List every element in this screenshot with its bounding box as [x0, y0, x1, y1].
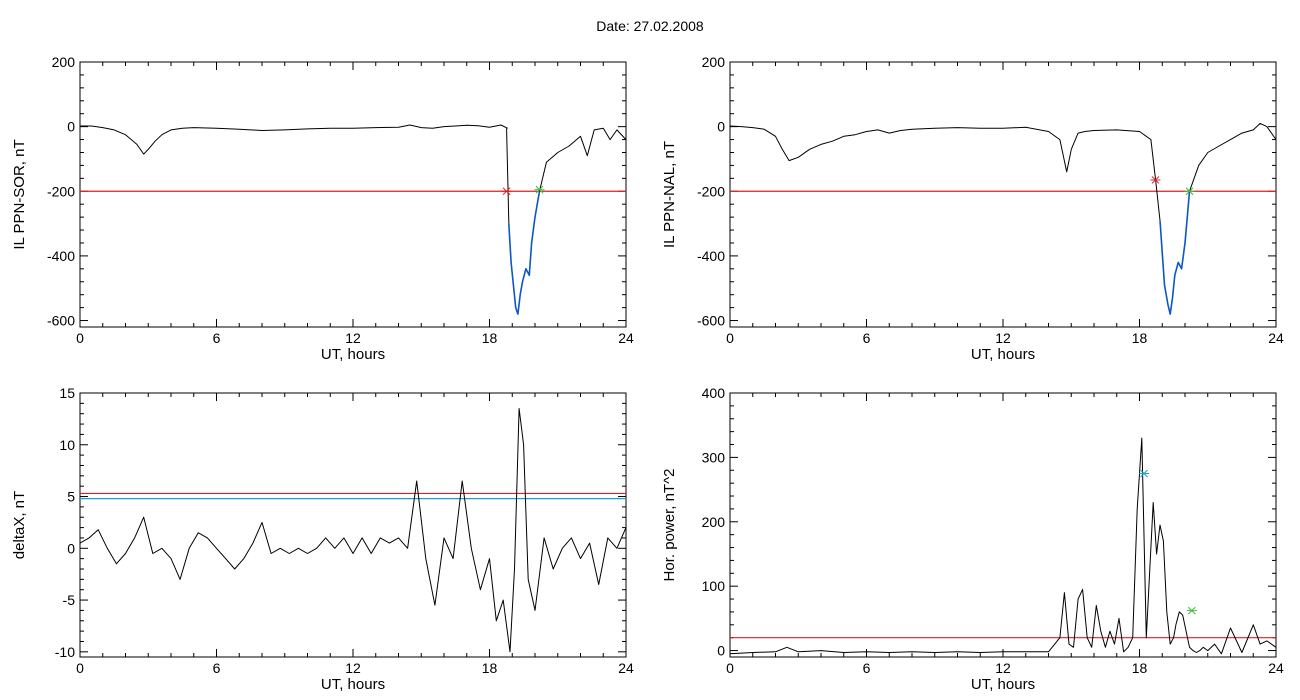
y-axis-label: deltaX, nT	[11, 491, 28, 559]
asterisk-marker	[501, 187, 512, 196]
x-tick-label: 24	[1268, 660, 1284, 676]
x-tick-label: 18	[482, 330, 498, 346]
x-tick-label: 24	[1268, 330, 1284, 346]
x-tick-label: 6	[213, 660, 221, 676]
y-tick-label: 300	[702, 449, 726, 465]
x-tick-label: 24	[618, 660, 634, 676]
plot-frame	[79, 61, 627, 328]
x-tick-label: 12	[345, 660, 361, 676]
x-tick-label: 18	[1132, 660, 1148, 676]
asterisk-marker	[1150, 176, 1161, 184]
asterisk-marker	[1186, 606, 1197, 615]
chart-panel-ppn-nal: 0 6 12 18 24 200 0 -200 -400 -600 UT, hours IL PPN-…	[661, 54, 1284, 363]
x-tick-label: 12	[995, 660, 1011, 676]
marker-stroke	[1185, 187, 1194, 196]
series-drop-segment	[1154, 178, 1161, 221]
y-tick-label: 200	[702, 514, 726, 530]
x-tick-label: 18	[482, 660, 498, 676]
x-tick-label: 12	[345, 330, 361, 346]
y-tick-label: -400	[697, 248, 725, 264]
asterisk-marker	[534, 185, 545, 194]
asterisk-marker	[1139, 469, 1150, 478]
x-axis-label: UT, hours	[971, 676, 1035, 693]
x-tick-label: 6	[863, 660, 871, 676]
x-axis-label: UT, hours	[321, 676, 385, 693]
series-line-2	[1189, 122, 1277, 192]
y-tick-label: 0	[67, 119, 75, 135]
x-tick-label: 0	[726, 330, 734, 346]
chart-panel-ppn-sor: 0 6 12 18 24 200 0 -200 -400 -600 UT, hours IL PPN-…	[11, 54, 634, 363]
y-axis-label: Hor. power, nT^2	[661, 469, 678, 582]
x-tick-label: 24	[618, 330, 634, 346]
y-tick-label: 200	[702, 54, 726, 70]
chart-panel-deltax: 0 6 12 18 24 15 10 5 0 -5 -10 UT, hours deltaX, nT	[11, 385, 634, 693]
y-tick-label: -600	[47, 313, 75, 329]
marker-stroke	[1140, 469, 1148, 478]
y-tick-label: 15	[59, 385, 75, 401]
series-line-0	[729, 437, 1277, 655]
marker-stroke	[1151, 176, 1160, 184]
marker-stroke	[502, 187, 511, 196]
series-line-1	[508, 191, 541, 315]
y-axis-label: IL PPN-SOR, nT	[11, 139, 28, 249]
plot-frame	[729, 61, 1277, 328]
x-tick-label: 6	[213, 330, 221, 346]
plot-frame	[79, 392, 627, 658]
y-tick-label: -10	[55, 644, 75, 660]
y-tick-label: -5	[63, 592, 76, 608]
y-tick-label: 200	[52, 54, 76, 70]
y-tick-label: 400	[702, 385, 726, 401]
chart-panel-hor-power: 0 6 12 18 24 400 300 200 100 0 UT, hours Hor. power…	[661, 385, 1284, 693]
series-line-2	[539, 127, 627, 192]
y-tick-label: -200	[47, 183, 75, 199]
y-tick-label: -200	[697, 183, 725, 199]
x-tick-label: 0	[76, 660, 84, 676]
plot-frame	[729, 392, 1277, 658]
y-tick-label: 100	[702, 578, 726, 594]
x-tick-label: 0	[726, 660, 734, 676]
page-title: Date: 27.02.2008	[596, 18, 704, 34]
y-tick-label: 5	[67, 489, 75, 505]
series-drop-segment	[506, 128, 510, 224]
series-line-0	[729, 125, 1156, 179]
series-line-0	[79, 408, 627, 653]
y-tick-label: 0	[717, 643, 725, 659]
marker-stroke	[535, 185, 544, 194]
y-tick-label: -600	[697, 313, 725, 329]
asterisk-marker	[1184, 187, 1195, 196]
series-line-0	[80, 124, 508, 155]
y-tick-label: 10	[59, 437, 75, 453]
y-tick-label: 0	[67, 540, 75, 556]
y-tick-label: 0	[717, 119, 725, 135]
y-axis-label: IL PPN-NAL, nT	[661, 141, 678, 248]
x-axis-label: UT, hours	[321, 346, 385, 363]
series-line-1	[1159, 191, 1191, 315]
marker-stroke	[1187, 606, 1196, 615]
x-tick-label: 18	[1132, 330, 1148, 346]
x-tick-label: 6	[863, 330, 871, 346]
x-tick-label: 0	[76, 330, 84, 346]
y-tick-label: -400	[47, 248, 75, 264]
x-axis-label: UT, hours	[971, 346, 1035, 363]
x-tick-label: 12	[995, 330, 1011, 346]
